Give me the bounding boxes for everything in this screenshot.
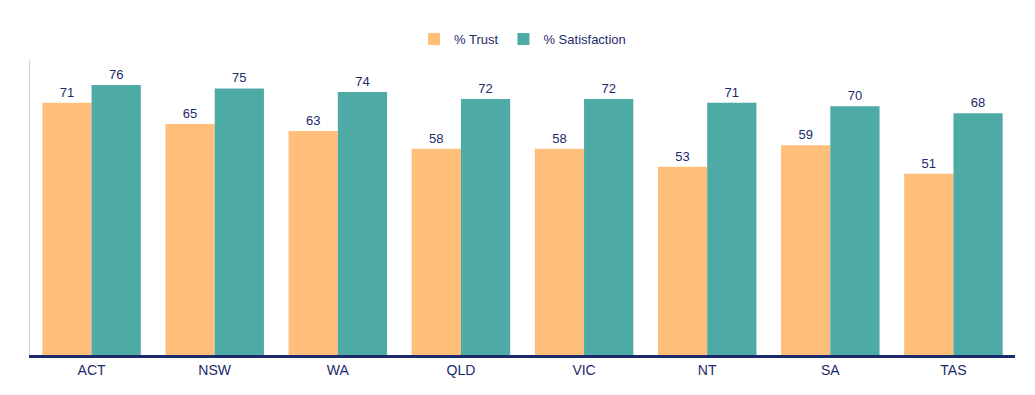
svg-text:70: 70 [848,88,862,103]
svg-text:75: 75 [232,70,246,85]
svg-text:% Trust: % Trust [454,32,498,47]
svg-text:WA: WA [327,362,350,378]
svg-text:NT: NT [698,362,717,378]
svg-text:51: 51 [922,156,936,171]
svg-text:QLD: QLD [447,362,476,378]
svg-text:SA: SA [821,362,840,378]
svg-text:ACT: ACT [78,362,106,378]
svg-text:76: 76 [109,67,123,82]
svg-text:59: 59 [798,127,812,142]
svg-text:TAS: TAS [940,362,966,378]
svg-text:74: 74 [355,74,369,89]
svg-text:58: 58 [552,131,566,146]
svg-text:53: 53 [675,149,689,164]
svg-text:72: 72 [478,81,492,96]
svg-text:NSW: NSW [198,362,231,378]
svg-text:72: 72 [601,81,615,96]
svg-text:63: 63 [306,113,320,128]
svg-text:VIC: VIC [572,362,595,378]
svg-text:% Satisfaction: % Satisfaction [543,32,625,47]
svg-text:65: 65 [183,106,197,121]
svg-text:71: 71 [725,85,739,100]
svg-text:71: 71 [60,85,74,100]
svg-text:58: 58 [429,131,443,146]
svg-text:68: 68 [971,95,985,110]
